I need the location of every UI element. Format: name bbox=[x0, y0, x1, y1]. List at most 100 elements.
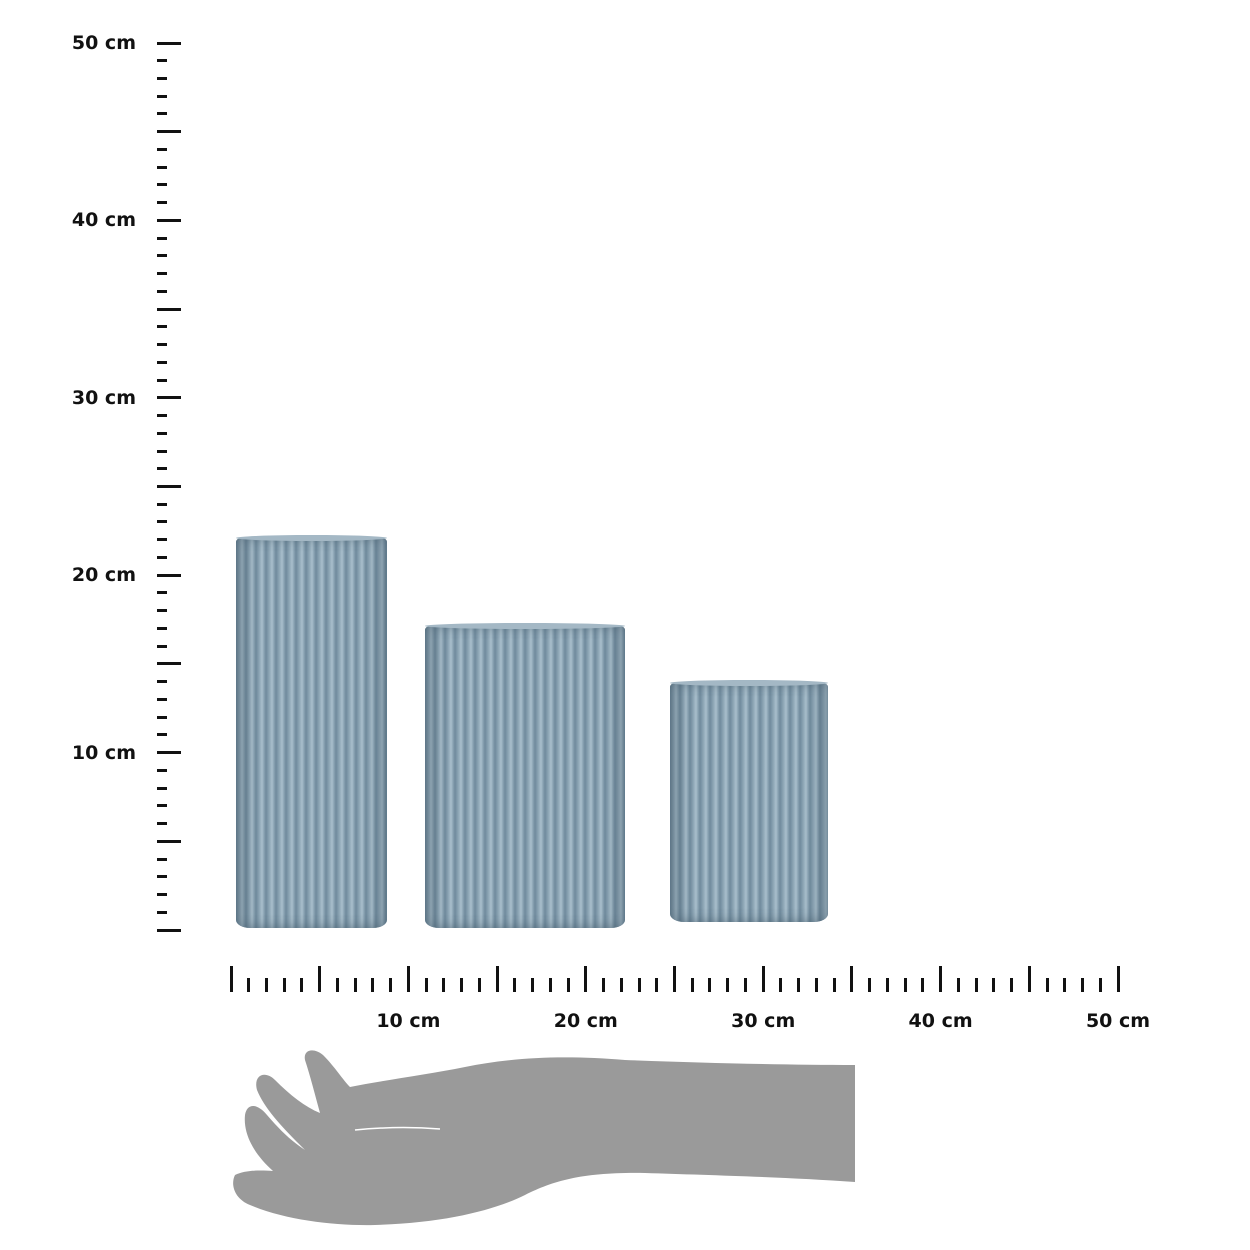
ruler-minor-tick bbox=[157, 343, 167, 347]
ruler-minor-tick bbox=[157, 254, 167, 258]
ruler-major-tick bbox=[761, 966, 765, 992]
vertical-ruler-label: 50 cm bbox=[71, 32, 136, 54]
ruler-minor-tick bbox=[157, 467, 167, 471]
ruler-minor-tick bbox=[157, 59, 167, 63]
ruler-minor-tick bbox=[726, 978, 730, 992]
ruler-minor-tick bbox=[992, 978, 996, 992]
horizontal-ruler-label: 40 cm bbox=[908, 1010, 973, 1032]
ruler-minor-tick bbox=[157, 94, 167, 98]
ruler-major-tick bbox=[406, 966, 410, 992]
ruler-minor-tick bbox=[371, 978, 375, 992]
ruler-minor-tick bbox=[903, 978, 907, 992]
ruler-minor-tick bbox=[157, 626, 167, 630]
ruler-minor-tick bbox=[157, 325, 167, 329]
ruler-major-tick bbox=[157, 573, 181, 577]
ruler-minor-tick bbox=[566, 978, 570, 992]
ruler-minor-tick bbox=[157, 697, 167, 701]
ruler-minor-tick bbox=[157, 538, 167, 542]
ruler-major-tick bbox=[584, 966, 588, 992]
ruler-major-tick bbox=[157, 485, 181, 488]
ruler-minor-tick bbox=[708, 978, 712, 992]
ruler-major-tick bbox=[673, 966, 676, 992]
ruler-minor-tick bbox=[157, 414, 167, 418]
ruler-minor-tick bbox=[814, 978, 818, 992]
ruler-minor-tick bbox=[477, 978, 481, 992]
vase-large bbox=[236, 534, 387, 928]
ruler-minor-tick bbox=[779, 978, 783, 992]
ruler-minor-tick bbox=[335, 978, 339, 992]
ruler-major-tick bbox=[157, 928, 181, 932]
ruler-major-tick bbox=[939, 966, 943, 992]
ruler-major-tick bbox=[157, 307, 181, 311]
ruler-minor-tick bbox=[157, 147, 167, 151]
ruler-minor-tick bbox=[157, 449, 167, 453]
ruler-major-tick bbox=[157, 218, 181, 222]
ruler-minor-tick bbox=[1010, 978, 1014, 992]
ruler-minor-tick bbox=[157, 289, 167, 293]
ruler-minor-tick bbox=[157, 76, 167, 80]
ruler-minor-tick bbox=[956, 978, 960, 992]
ruler-minor-tick bbox=[921, 978, 925, 992]
ruler-minor-tick bbox=[157, 768, 167, 772]
ruler-minor-tick bbox=[353, 978, 357, 992]
ruler-minor-tick bbox=[157, 112, 167, 116]
ruler-minor-tick bbox=[157, 591, 167, 595]
ruler-minor-tick bbox=[619, 978, 623, 992]
ruler-minor-tick bbox=[157, 431, 167, 435]
ruler-minor-tick bbox=[300, 978, 304, 992]
ruler-minor-tick bbox=[157, 733, 167, 737]
ruler-minor-tick bbox=[157, 360, 167, 364]
ruler-minor-tick bbox=[157, 910, 167, 914]
ruler-minor-tick bbox=[157, 715, 167, 719]
ruler-minor-tick bbox=[832, 978, 836, 992]
ruler-minor-tick bbox=[157, 555, 167, 559]
ruler-minor-tick bbox=[513, 978, 517, 992]
ruler-major-tick bbox=[157, 839, 181, 843]
vase-medium bbox=[425, 623, 626, 928]
ruler-minor-tick bbox=[637, 978, 641, 992]
ruler-minor-tick bbox=[743, 978, 747, 992]
vertical-ruler-label: 40 cm bbox=[71, 209, 136, 232]
ruler-major-tick bbox=[318, 966, 322, 992]
ruler-minor-tick bbox=[157, 786, 167, 790]
ruler-minor-tick bbox=[974, 978, 978, 992]
ruler-major-tick bbox=[157, 396, 181, 400]
ruler-minor-tick bbox=[157, 875, 167, 879]
ruler-minor-tick bbox=[157, 680, 167, 684]
ruler-major-tick bbox=[1116, 966, 1120, 992]
hand-silhouette-icon bbox=[233, 1050, 855, 1226]
vertical-ruler-label: 20 cm bbox=[71, 564, 136, 587]
ruler-minor-tick bbox=[442, 978, 446, 992]
ruler-minor-tick bbox=[157, 893, 167, 897]
ruler-minor-tick bbox=[157, 804, 167, 808]
ruler-minor-tick bbox=[1045, 978, 1049, 992]
ruler-minor-tick bbox=[548, 978, 552, 992]
ruler-minor-tick bbox=[602, 978, 606, 992]
ruler-minor-tick bbox=[157, 857, 167, 861]
horizontal-ruler-label: 50 cm bbox=[1085, 1010, 1151, 1032]
horizontal-ruler-label: 10 cm bbox=[376, 1010, 441, 1032]
ruler-major-tick bbox=[1027, 966, 1031, 992]
ruler-minor-tick bbox=[157, 165, 167, 169]
ruler-major-tick bbox=[157, 130, 181, 134]
ruler-minor-tick bbox=[264, 978, 268, 992]
ruler-major-tick bbox=[157, 662, 181, 666]
vertical-ruler-label: 30 cm bbox=[71, 386, 136, 409]
vase-small bbox=[670, 679, 828, 922]
ruler-minor-tick bbox=[460, 978, 464, 992]
ruler-minor-tick bbox=[797, 978, 801, 992]
horizontal-ruler-label: 30 cm bbox=[731, 1010, 796, 1032]
ruler-minor-tick bbox=[157, 201, 167, 205]
ruler-minor-tick bbox=[424, 978, 428, 992]
ruler-minor-tick bbox=[157, 520, 167, 524]
ruler-minor-tick bbox=[157, 183, 167, 187]
ruler-minor-tick bbox=[389, 978, 393, 992]
ruler-minor-tick bbox=[1063, 978, 1067, 992]
ruler-minor-tick bbox=[868, 978, 872, 992]
ruler-minor-tick bbox=[1098, 978, 1102, 992]
vertical-ruler-label: 10 cm bbox=[71, 741, 136, 764]
ruler-minor-tick bbox=[1081, 978, 1085, 992]
ruler-minor-tick bbox=[157, 272, 167, 276]
ruler-minor-tick bbox=[655, 978, 659, 992]
